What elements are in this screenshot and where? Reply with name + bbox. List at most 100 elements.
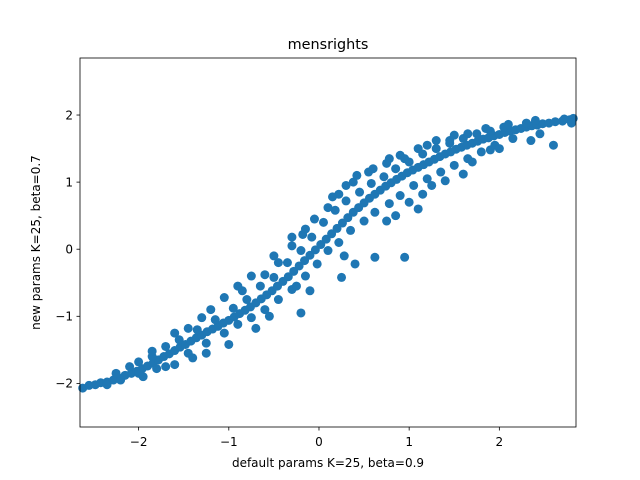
data-point <box>550 117 560 127</box>
data-point <box>323 203 333 213</box>
data-point <box>530 115 540 125</box>
data-point <box>379 172 389 182</box>
data-point <box>431 144 441 154</box>
data-point <box>391 164 401 174</box>
data-point <box>409 180 419 190</box>
data-point <box>384 154 394 164</box>
data-point <box>147 346 157 356</box>
data-point <box>391 211 401 221</box>
data-point <box>260 305 270 315</box>
data-point <box>192 325 202 335</box>
data-point <box>494 144 504 154</box>
data-point <box>404 197 414 207</box>
data-point <box>287 232 297 242</box>
data-point <box>251 323 261 333</box>
data-point <box>449 130 459 140</box>
data-point <box>188 353 198 363</box>
data-point <box>395 150 405 160</box>
data-point <box>413 204 423 214</box>
data-point <box>350 259 360 269</box>
x-tick-label: −1 <box>220 435 238 449</box>
data-point <box>395 191 405 201</box>
x-tick-label: −2 <box>130 435 148 449</box>
data-point <box>282 258 292 268</box>
data-point <box>219 293 229 303</box>
data-point <box>341 180 351 190</box>
data-point <box>170 328 180 338</box>
data-point <box>449 160 459 170</box>
data-point <box>201 348 211 358</box>
data-point <box>427 180 437 190</box>
data-point <box>197 313 207 323</box>
data-point <box>291 281 301 291</box>
data-point <box>458 169 468 179</box>
data-point <box>400 252 410 262</box>
data-point <box>111 368 121 378</box>
data-point <box>366 178 376 188</box>
y-tick-label: 0 <box>65 243 73 257</box>
y-axis-label: new params K=25, beta=0.7 <box>29 155 43 330</box>
data-point <box>352 170 362 180</box>
data-point <box>134 368 144 378</box>
y-tick-label: 1 <box>65 175 73 189</box>
data-point <box>566 118 576 128</box>
data-point <box>476 147 486 157</box>
data-point <box>418 189 428 199</box>
data-point <box>413 144 423 154</box>
data-point <box>503 119 513 129</box>
data-point <box>370 207 380 217</box>
data-point <box>174 335 184 345</box>
data-point <box>242 295 252 305</box>
data-point <box>355 187 365 197</box>
data-point <box>296 246 306 256</box>
data-point <box>467 157 477 167</box>
data-point <box>334 238 344 247</box>
y-axis-ticks: −2 −1 0 1 2 <box>55 108 80 391</box>
data-point <box>170 360 180 370</box>
data-point <box>233 319 243 329</box>
data-point <box>287 241 297 251</box>
data-point <box>548 140 558 150</box>
x-axis-label: default params K=25, beta=0.9 <box>232 456 424 470</box>
data-point <box>346 225 356 235</box>
y-tick-label: 2 <box>65 108 73 122</box>
data-point <box>206 305 216 315</box>
data-point <box>102 380 112 390</box>
data-point <box>472 129 482 139</box>
data-point <box>382 216 392 226</box>
data-point <box>210 315 220 325</box>
plot-frame <box>79 57 577 428</box>
data-point <box>526 136 536 146</box>
data-point <box>431 136 441 146</box>
data-point <box>330 205 340 215</box>
data-point <box>255 281 265 291</box>
x-tick-label: 2 <box>496 435 504 449</box>
data-point <box>337 272 347 282</box>
data-point <box>161 341 171 351</box>
data-point <box>300 224 310 234</box>
y-tick-label: −2 <box>55 377 73 391</box>
data-point <box>269 272 279 282</box>
data-point <box>485 145 495 155</box>
data-point <box>323 246 333 256</box>
data-point <box>508 134 518 144</box>
data-point <box>328 192 338 202</box>
data-point <box>125 362 135 372</box>
data-point <box>246 313 256 323</box>
data-point <box>348 177 358 187</box>
data-point <box>339 251 349 261</box>
data-point <box>269 251 279 261</box>
data-point <box>559 114 569 124</box>
x-tick-label: 1 <box>405 435 413 449</box>
data-point <box>307 232 317 242</box>
data-point <box>273 258 283 268</box>
data-point <box>312 259 322 269</box>
data-point <box>161 362 171 372</box>
data-point <box>341 196 351 206</box>
data-point <box>318 217 328 227</box>
data-point <box>463 129 473 139</box>
data-point <box>521 118 531 128</box>
data-point <box>422 174 432 184</box>
data-point <box>359 216 369 226</box>
